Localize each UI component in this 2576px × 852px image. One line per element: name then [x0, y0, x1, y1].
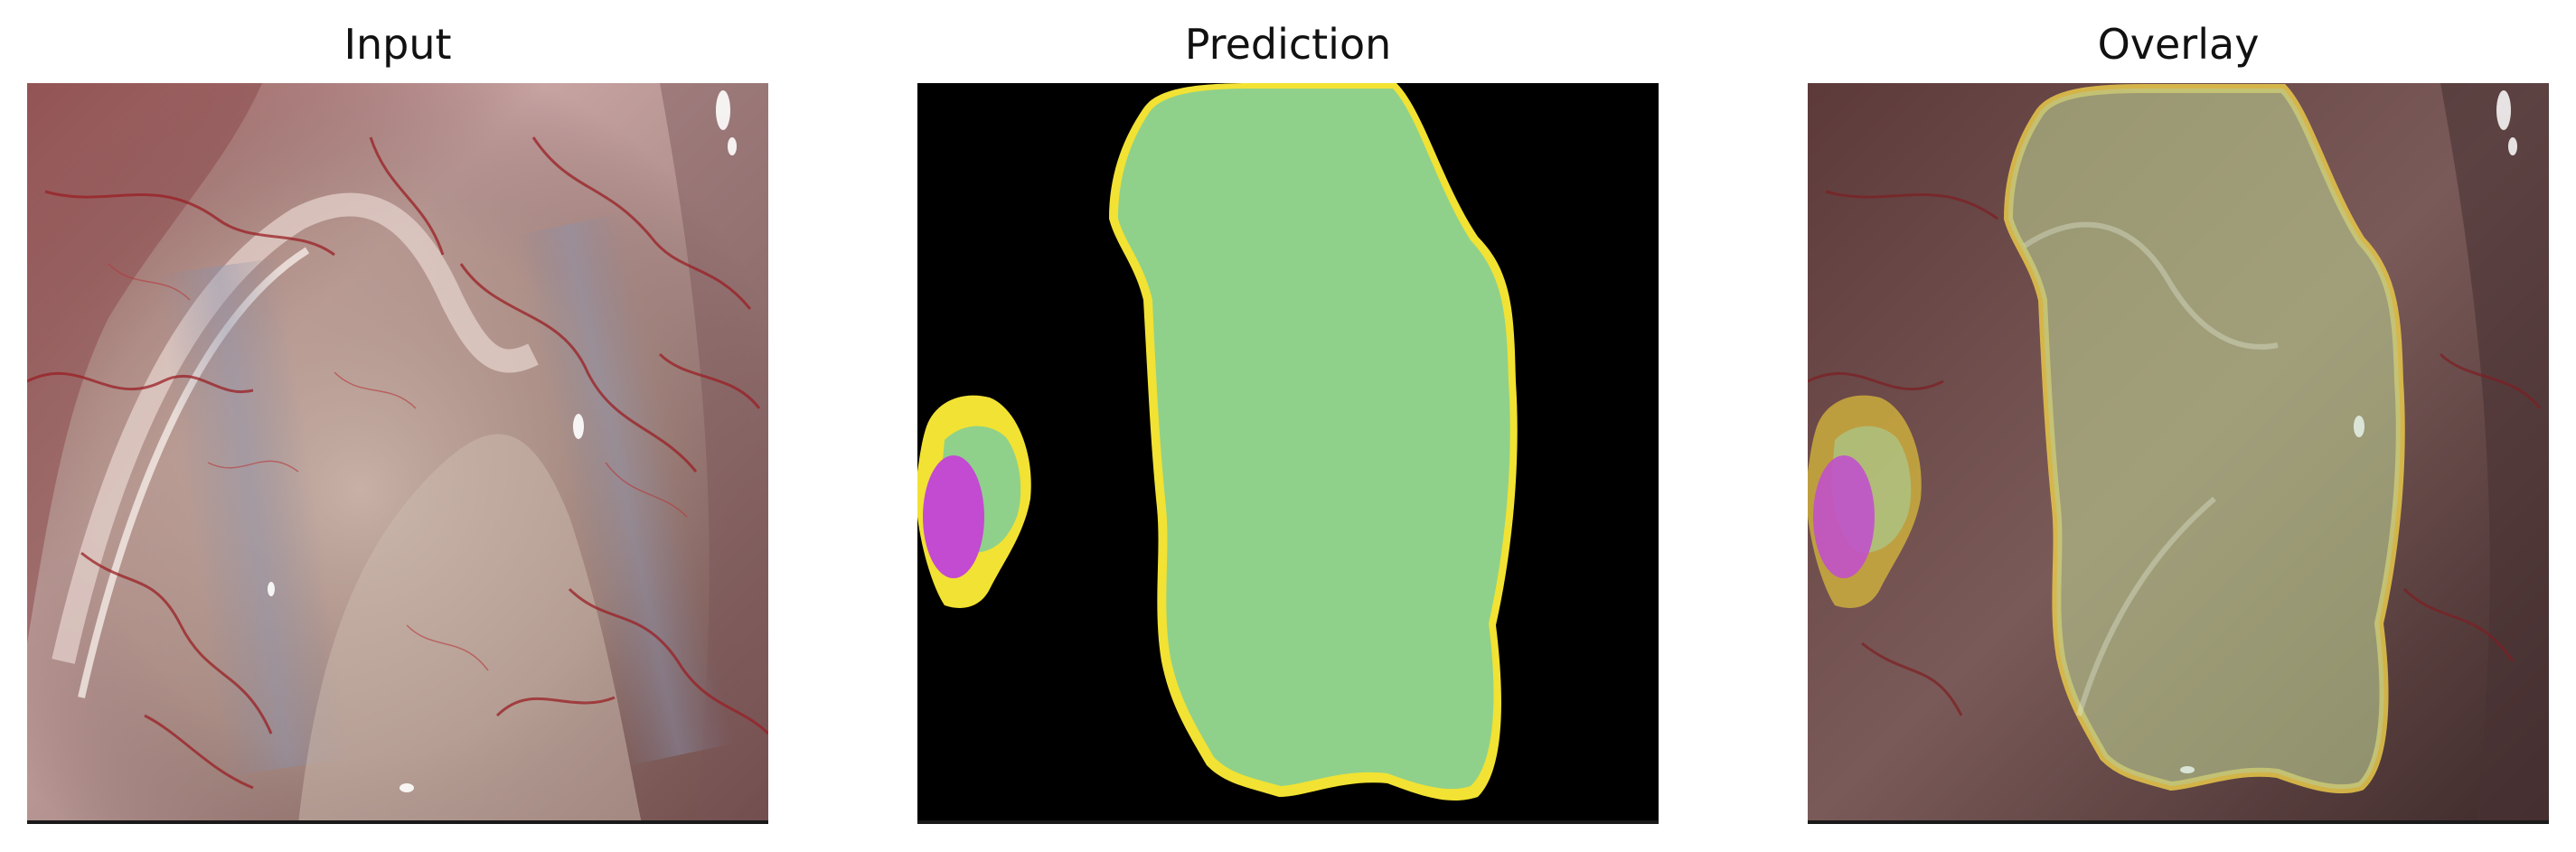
overlay-bottom-edge [1808, 820, 2549, 824]
overlay-panel-title: Overlay [2097, 20, 2260, 69]
overlay-picture [1808, 83, 2549, 824]
overlay-small-region-core [1813, 455, 1875, 578]
large-region [1118, 89, 1510, 790]
input-tissue-picture [27, 83, 768, 824]
small-region-core [923, 455, 984, 578]
input-image [27, 83, 768, 824]
prediction-bottom-edge [917, 820, 1659, 824]
prediction-panel-title: Prediction [1184, 20, 1392, 69]
overlay-image [1808, 83, 2549, 824]
overlay-large-region [2008, 89, 2401, 790]
input-bottom-edge [27, 820, 768, 824]
prediction-mask [917, 83, 1659, 824]
prediction-mask-picture [917, 83, 1659, 824]
input-panel-title: Input [343, 20, 452, 69]
